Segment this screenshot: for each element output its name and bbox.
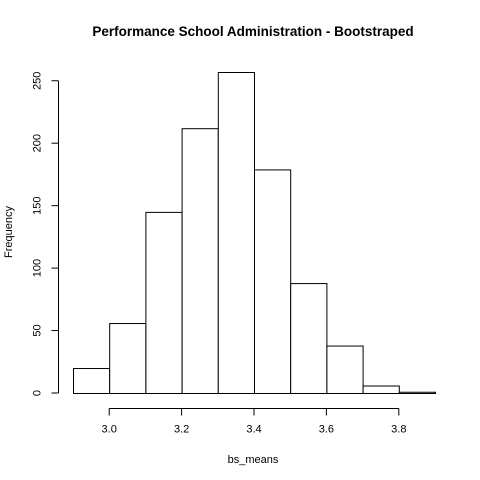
y-tick-label: 50 <box>32 324 44 336</box>
y-tick-label: 150 <box>32 196 44 214</box>
x-tick-label: 3.0 <box>102 424 117 436</box>
histogram-bar <box>217 72 256 394</box>
y-tick-label: 100 <box>32 259 44 277</box>
x-axis-label: bs_means <box>228 454 279 466</box>
x-axis: 3.0 3.2 3.4 3.6 3.8 <box>102 408 406 436</box>
x-tick-label: 3.6 <box>319 424 334 436</box>
x-tick-label: 3.2 <box>174 424 189 436</box>
x-tick-label: 3.8 <box>391 424 406 436</box>
y-axis: 0 50 100 150 200 250 <box>32 72 59 396</box>
histogram-bar <box>398 391 436 394</box>
bars-group <box>73 72 436 395</box>
x-tick-label: 3.4 <box>246 424 261 436</box>
y-tick-label: 250 <box>32 72 44 90</box>
histogram-bar <box>73 368 111 394</box>
histogram-bar <box>362 385 400 395</box>
y-tick-label: 0 <box>32 390 44 396</box>
histogram-bar <box>181 128 219 395</box>
y-tick-label: 200 <box>32 134 44 152</box>
chart-title: Performance School Administration - Boot… <box>92 24 413 39</box>
histogram-bar <box>326 345 364 395</box>
y-axis-label: Frequency <box>3 206 15 258</box>
histogram-bar <box>290 283 328 394</box>
histogram-bar <box>109 323 147 394</box>
histogram-bar <box>254 169 292 394</box>
histogram-bar <box>145 211 183 394</box>
